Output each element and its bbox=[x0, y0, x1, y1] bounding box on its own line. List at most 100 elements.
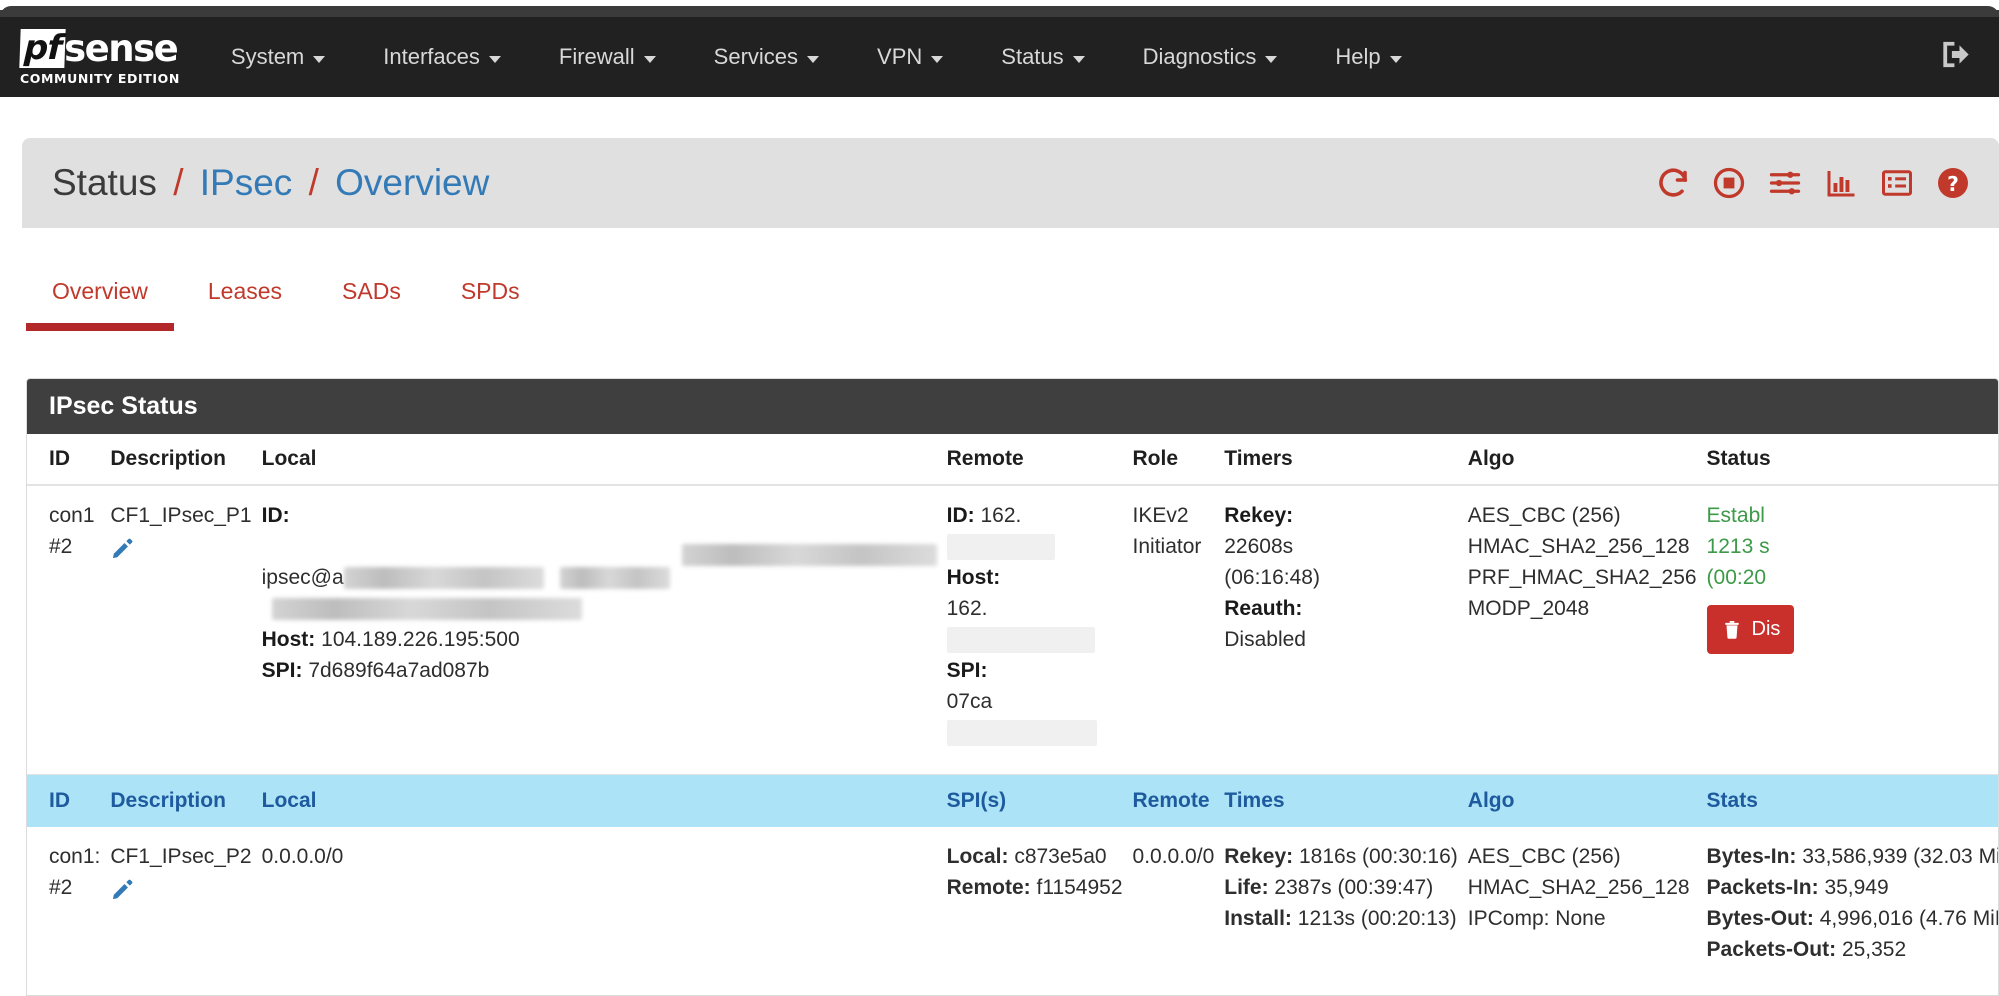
p2-bytes-out-label: Bytes-Out: bbox=[1706, 907, 1814, 930]
p1-remote-id-label: ID: bbox=[946, 504, 975, 527]
top-strip-inner bbox=[0, 6, 1999, 17]
p2-rekey-value: 1816s (00:30:16) bbox=[1298, 845, 1458, 868]
nav-item-interfaces-label: Interfaces bbox=[383, 44, 480, 69]
chevron-down-icon bbox=[643, 55, 656, 63]
disconnect-button[interactable]: Dis bbox=[1706, 605, 1795, 654]
nav-item-help-label: Help bbox=[1335, 44, 1381, 69]
p1-col-algo: Algo bbox=[1467, 434, 1707, 486]
breadcrumb: Status / IPsec / Overview bbox=[52, 162, 489, 204]
breadcrumb-overview-link[interactable]: Overview bbox=[335, 162, 490, 203]
p2-bytes-in-value: 33,586,939 (32.03 MiB) bbox=[1802, 845, 1999, 868]
p2-cell-id: con1: #2 bbox=[27, 827, 110, 995]
list-icon[interactable] bbox=[1879, 165, 1915, 201]
p2-cell-remote: 0.0.0.0/0 bbox=[1132, 845, 1215, 868]
tab-overview[interactable]: Overview bbox=[22, 270, 178, 331]
p2-bytes-out-value: 4,996,016 (4.76 MiB) bbox=[1819, 907, 1999, 930]
breadcrumb-bar: Status / IPsec / Overview bbox=[22, 138, 1999, 228]
p2-cell-times: Rekey: 1816s (00:30:16) Life: 2387s (00:… bbox=[1224, 827, 1468, 995]
p1-cell-local: ID: ipsec@a Host: 104.189.226.195:500 SP… bbox=[261, 485, 947, 775]
p1-remote-spi-label: SPI: bbox=[946, 659, 988, 682]
nav-item-diagnostics[interactable]: Diagnostics bbox=[1114, 17, 1307, 97]
nav-item-help[interactable]: Help bbox=[1306, 17, 1430, 97]
p1-cell-role: IKEv2 Initiator bbox=[1132, 485, 1225, 775]
nav-item-vpn-label: VPN bbox=[877, 44, 923, 69]
p1-remote-host-value-line: 162. bbox=[946, 593, 1123, 655]
p2-cell-stats: Bytes-In: 33,586,939 (32.03 MiB) Packets… bbox=[1706, 827, 1999, 995]
p1-remote-spi-value-line: 07ca bbox=[946, 686, 1123, 748]
logout-icon[interactable] bbox=[1937, 36, 1975, 79]
p1-rekey-value: 22608s bbox=[1224, 535, 1294, 558]
p1-local-host-label: Host: bbox=[261, 628, 316, 651]
refresh-icon[interactable] bbox=[1655, 165, 1691, 201]
p1-remote-spi-line: SPI: bbox=[947, 655, 1123, 686]
stop-circle-icon[interactable] bbox=[1711, 165, 1747, 201]
breadcrumb-separator: / bbox=[173, 162, 184, 203]
p2-cell-description: CF1_IPsec_P2 bbox=[110, 827, 261, 995]
tab-overview-label: Overview bbox=[52, 278, 148, 304]
p1-algo-line: MODP_2048 bbox=[1467, 597, 1590, 620]
nav-item-system[interactable]: System bbox=[202, 17, 354, 97]
nav-item-services[interactable]: Services bbox=[685, 17, 848, 97]
redacted-block bbox=[681, 544, 937, 567]
trash-icon bbox=[1724, 620, 1739, 639]
p1-cell-algo: AES_CBC (256) HMAC_SHA2_256_128 PRF_HMAC… bbox=[1467, 485, 1707, 775]
p1-rekey-label: Rekey: bbox=[1224, 504, 1294, 527]
p2-packets-in-value: 35,949 bbox=[1824, 876, 1889, 899]
p2-life-value: 2387s (00:39:47) bbox=[1274, 876, 1434, 899]
redacted-block bbox=[559, 567, 670, 590]
p1-id-line2: #2 bbox=[49, 535, 73, 558]
p2-col-algo: Algo bbox=[1467, 774, 1707, 827]
redacted-block bbox=[946, 627, 1095, 654]
breadcrumb-ipsec-link[interactable]: IPsec bbox=[199, 162, 293, 203]
chevron-down-icon bbox=[313, 55, 326, 63]
redacted-block bbox=[271, 598, 582, 621]
sliders-icon[interactable] bbox=[1767, 165, 1803, 201]
tab-sads[interactable]: SADs bbox=[312, 270, 431, 325]
nav-item-firewall[interactable]: Firewall bbox=[530, 17, 685, 97]
p1-local-id-value: ipsec@a bbox=[261, 566, 344, 589]
help-circle-icon[interactable]: ? bbox=[1935, 165, 1971, 201]
p2-col-spis: SPI(s) bbox=[946, 774, 1133, 827]
p1-algo-line: AES_CBC (256) bbox=[1467, 504, 1621, 527]
nav-item-firewall-label: Firewall bbox=[558, 44, 635, 69]
nav-item-status[interactable]: Status bbox=[972, 17, 1113, 97]
p1-reauth-value: Disabled bbox=[1224, 628, 1306, 651]
edit-pencil-icon[interactable] bbox=[110, 535, 136, 570]
logo-subtitle: COMMUNITY EDITION bbox=[20, 70, 180, 86]
tab-leases[interactable]: Leases bbox=[178, 270, 312, 325]
p2-life-label: Life: bbox=[1224, 876, 1269, 899]
tab-spds[interactable]: SPDs bbox=[431, 270, 550, 325]
svg-text:?: ? bbox=[1947, 172, 1959, 196]
logo-pf-text: pf bbox=[19, 28, 66, 68]
p2-description-text: CF1_IPsec_P2 bbox=[110, 845, 252, 868]
tab-bar: Overview Leases SADs SPDs bbox=[22, 270, 1999, 342]
nav-item-vpn[interactable]: VPN bbox=[848, 17, 972, 97]
breadcrumb-actions: ? bbox=[1655, 165, 1971, 201]
p2-spi-remote-value: f1154952 bbox=[1036, 876, 1123, 899]
nav-item-services-label: Services bbox=[713, 44, 799, 69]
p2-col-times: Times bbox=[1224, 774, 1468, 827]
p2-spi-local-label: Local: bbox=[946, 845, 1009, 868]
pfsense-logo[interactable]: pf sense COMMUNITY EDITION bbox=[19, 26, 180, 86]
chart-bar-icon[interactable] bbox=[1823, 165, 1859, 201]
p1-local-spi-value: 7d689f64a7ad087b bbox=[308, 659, 490, 682]
p2-spi-local-value: c873e5a0 bbox=[1014, 845, 1107, 868]
p2-header-row: ID Description Local SPI(s) Remote Times… bbox=[27, 774, 1998, 827]
p2-id-line1: con1: bbox=[49, 845, 101, 868]
edit-pencil-icon[interactable] bbox=[110, 876, 136, 911]
p1-col-role: Role bbox=[1132, 434, 1225, 486]
p1-local-id-line: ID: bbox=[262, 500, 937, 567]
chevron-down-icon bbox=[1265, 55, 1278, 63]
p2-cell-spis: Local: c873e5a0 Remote: f1154952 bbox=[947, 827, 1133, 995]
logo-sense-text: sense bbox=[64, 26, 179, 70]
chevron-down-icon bbox=[488, 55, 501, 63]
p1-cell-id: con1 #2 bbox=[27, 485, 111, 775]
nav-item-interfaces[interactable]: Interfaces bbox=[354, 17, 530, 97]
status-badge: Establ bbox=[1706, 504, 1765, 527]
p1-local-spi-label: SPI: bbox=[261, 659, 303, 682]
p1-remote-host-value: 162. bbox=[946, 597, 988, 620]
nav-item-status-label: Status bbox=[1001, 44, 1064, 69]
p2-install-label: Install: bbox=[1224, 907, 1292, 930]
tab-spds-label: SPDs bbox=[460, 278, 520, 304]
p1-id-line1: con1 bbox=[49, 504, 95, 527]
